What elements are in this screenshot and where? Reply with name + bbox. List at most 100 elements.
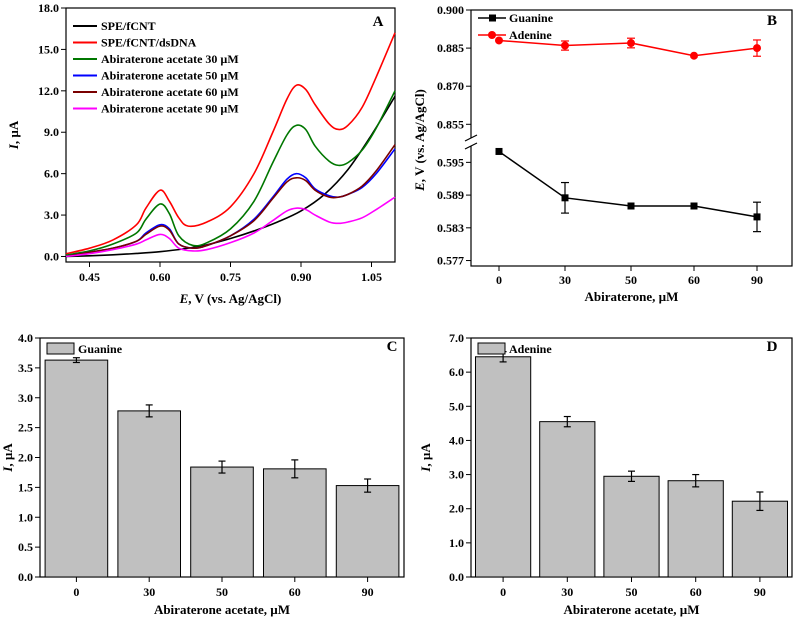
panel-label: A: [373, 14, 384, 30]
bar: [474, 356, 532, 578]
y-tick-label: 7.0: [449, 331, 464, 345]
y-tick-label: 0.0: [44, 249, 59, 263]
x-axis-label: Abiraterone acetate, µM: [154, 602, 290, 617]
bar: [667, 480, 724, 578]
series-line: [65, 90, 396, 256]
y-tick-label: 18.0: [38, 1, 59, 15]
y-tick-label: 9.0: [44, 125, 59, 139]
panel-a: 0.45 0.60 0.75 0.90 1.05 0.0 3.0 6.0 9.0 12.0 15.0…: [6, 1, 396, 306]
legend-swatch: [477, 342, 506, 355]
panel-label: D: [767, 339, 778, 355]
y-tick-label: 1.5: [18, 480, 33, 494]
data-point: [627, 202, 635, 210]
legend-label: Guanine: [78, 342, 123, 356]
y-tick-label: 15.0: [38, 42, 59, 56]
x-tick-label: 50: [625, 273, 637, 287]
panel-d: 0.0 1.0 2.0 3.0 4.0 5.0 6.0 7.0 0 30 50 60 90 Adenine…: [418, 331, 793, 617]
x-axis-label: Abiraterone, µM: [585, 289, 679, 304]
y-tick-label: 3.5: [18, 361, 33, 375]
axis-break-mark: [464, 134, 478, 142]
y-tick-label: 0.595: [437, 155, 464, 169]
axis-break-gap: [468, 138, 474, 146]
x-tick-label: 50: [626, 585, 638, 599]
x-tick-label: 30: [559, 273, 571, 287]
bar: [731, 500, 789, 578]
legend-marker: [488, 31, 496, 39]
x-tick-label: 60: [688, 273, 700, 287]
y-tick-label: 0.0: [449, 570, 464, 584]
data-point: [690, 51, 698, 60]
x-tick-label: 90: [751, 273, 763, 287]
data-point: [627, 39, 635, 48]
x-tick-label: 60: [690, 585, 702, 599]
legend-label: SPE/fCNT: [101, 19, 156, 33]
x-tick-label: 0.90: [291, 270, 312, 284]
y-tick-label: 4.0: [449, 433, 464, 447]
y-tick-label: 0.577: [437, 254, 464, 268]
y-tick-label: 2.0: [449, 502, 464, 516]
data-point: [561, 41, 569, 50]
panel-label: B: [767, 13, 777, 29]
series-line: [65, 144, 396, 258]
y-axis-label: E, V (vs. Ag/AgCl): [412, 89, 427, 192]
y-tick-label: 4.0: [18, 331, 33, 345]
data-point: [753, 44, 761, 53]
x-tick-label: 0.60: [150, 270, 171, 284]
y-tick-label: 3.0: [44, 208, 59, 222]
y-tick-label: 0.885: [437, 41, 464, 55]
panel-label: C: [387, 339, 398, 355]
bar: [44, 359, 109, 578]
legend-label: Adenine: [509, 342, 552, 356]
y-tick-label: 6.0: [449, 365, 464, 379]
x-axis-label: Abiraterone acetate, µM: [563, 602, 699, 617]
bar: [117, 410, 182, 578]
bar: [190, 466, 254, 578]
x-axis-label: E, V (vs. Ag/AgCl): [179, 291, 282, 306]
y-tick-label: 3.0: [449, 468, 464, 482]
x-tick-label: 90: [362, 585, 374, 599]
bar: [262, 468, 327, 578]
x-tick-label: 0: [496, 273, 502, 287]
y-tick-label: 6.0: [44, 167, 59, 181]
series-line: [65, 196, 396, 258]
y-tick-label: 2.5: [18, 421, 33, 435]
x-tick-label: 0.45: [79, 270, 100, 284]
bar: [335, 485, 400, 578]
y-tick-label: 12.0: [38, 84, 59, 98]
bar: [603, 475, 660, 578]
series-line: [65, 32, 396, 255]
axis-break-mark: [464, 142, 478, 150]
y-tick-label: 0.900: [437, 3, 464, 17]
data-point: [561, 194, 569, 202]
legend-label: Adenine: [509, 28, 552, 42]
x-tick-label: 90: [754, 585, 766, 599]
y-tick-label: 0.583: [437, 221, 464, 235]
data-point: [495, 147, 503, 155]
y-tick-label: 0.870: [437, 79, 464, 93]
y-axis-label: I, µA: [418, 443, 433, 473]
y-tick-label: 1.0: [18, 510, 33, 524]
y-tick-label: 2.0: [18, 451, 33, 465]
y-tick-label: 0.0: [18, 570, 33, 584]
y-tick-label: 1.0: [449, 536, 464, 550]
series-line: [65, 95, 396, 258]
legend-label: Abiraterone acetate 90 µM: [101, 102, 239, 116]
legend-marker: [489, 14, 496, 22]
y-axis-label: I, µA: [0, 443, 15, 473]
panel-b: 0.855 0.870 0.885 0.900 0.577 0.583 0.589 0.595…: [412, 3, 793, 304]
x-tick-label: 30: [143, 585, 155, 599]
legend-label: Abiraterone acetate 50 µM: [101, 69, 239, 83]
y-tick-label: 0.589: [437, 188, 464, 202]
x-tick-label: 1.05: [361, 270, 382, 284]
data-point: [690, 202, 698, 210]
x-tick-label: 30: [561, 585, 573, 599]
y-tick-label: 3.0: [18, 391, 33, 405]
x-tick-label: 0: [500, 585, 506, 599]
data-point: [495, 36, 503, 45]
y-axis-label: I, µA: [6, 120, 21, 150]
data-point: [753, 213, 761, 221]
y-tick-label: 5.0: [449, 399, 464, 413]
x-tick-label: 60: [289, 585, 301, 599]
y-tick-label: 0.5: [18, 540, 33, 554]
